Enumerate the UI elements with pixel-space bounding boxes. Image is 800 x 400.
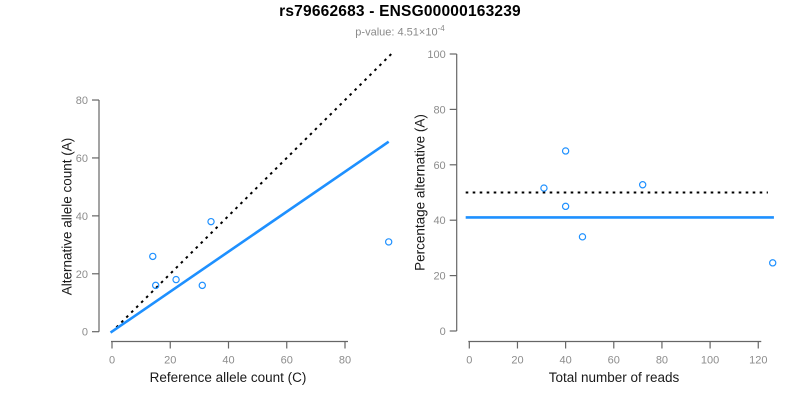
y-tick-label: 40 [433,215,445,227]
data-point [198,281,206,290]
data-point [151,281,160,290]
fit-line [109,140,390,334]
data-point [578,233,587,241]
p-value-exponent: -4 [437,24,445,33]
p-value-text: p-value: 4.51 [355,26,419,39]
p-value-subtitle: p-value: 4.51×10-4 [0,24,800,39]
p-value-power-base: ×10 [418,26,438,39]
data-point [561,147,570,155]
panel-counts: 0 20 40 60 80 0 20 40 60 80 [76,52,393,367]
x-tick-label: 60 [281,355,293,367]
x-tick-label: 80 [656,355,668,367]
data-point [207,217,215,226]
right-y-axis-label: Percentage alternative (A) [412,114,428,271]
y-tick-label: 60 [433,160,445,172]
page-title: rs79662683 - ENSG00000163239 [279,3,521,20]
y-tick-label: 0 [82,327,88,339]
y-tick-label: 80 [76,95,88,107]
left-y-axis-label: Alternative allele count (A) [59,137,75,296]
x-tick-label: 60 [608,355,620,367]
right-x-axis-label: Total number of reads [548,370,680,385]
data-point [540,184,548,192]
x-tick-label: 20 [511,355,523,367]
x-tick-label: 40 [222,355,234,367]
data-point [149,252,157,261]
y-tick-label: 60 [76,153,88,165]
x-tick-label: 120 [749,355,767,367]
data-point [384,238,393,246]
x-tick-label: 0 [466,355,472,367]
x-tick-label: 0 [109,355,115,367]
x-tick-label: 100 [701,355,719,367]
data-point [769,259,777,267]
panel-percentage: 0 20 40 60 80 100 120 0 20 40 60 80 100 [427,49,777,367]
identity-line [115,52,393,329]
y-tick-label: 80 [433,104,445,116]
x-tick-label: 40 [559,355,571,367]
y-tick-label: 40 [76,211,88,223]
y-tick-label: 20 [433,271,445,283]
x-tick-label: 80 [339,355,351,367]
y-tick-label: 100 [427,49,445,61]
y-tick-label: 20 [76,269,88,281]
x-tick-label: 20 [164,355,176,367]
left-x-axis-label: Reference allele count (C) [149,370,307,385]
data-point [638,181,647,189]
y-tick-label: 0 [440,326,446,338]
data-point [561,202,570,211]
data-point [172,275,180,284]
